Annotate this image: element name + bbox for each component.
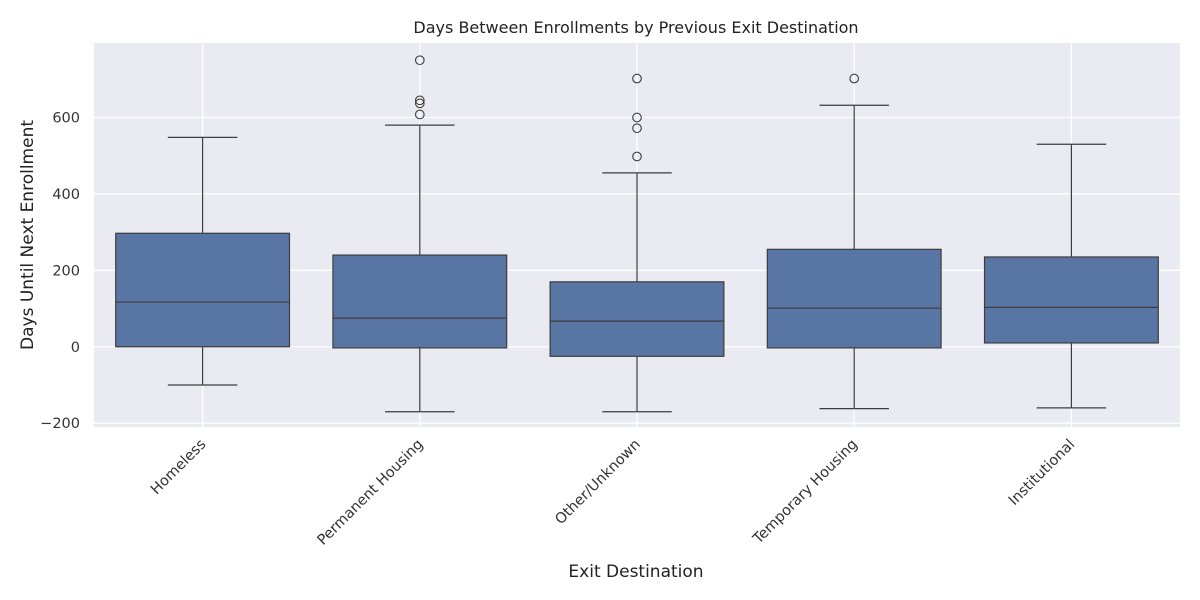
iqr-box bbox=[766, 248, 942, 349]
box-1 bbox=[332, 55, 508, 413]
y-tick-labels: −200 0 200 400 600 bbox=[40, 111, 80, 433]
x-tick-labels: Homeless Permanent Housing Other/Unknown Te… bbox=[148, 437, 1078, 549]
y-tick-label: 0 bbox=[71, 340, 80, 356]
outlier-point bbox=[414, 55, 425, 66]
box-3 bbox=[766, 73, 942, 410]
outlier-point bbox=[414, 95, 425, 106]
y-axis-label: Days Until Next Enrollment bbox=[18, 120, 38, 350]
x-axis-label: Exit Destination bbox=[568, 562, 703, 582]
box-2 bbox=[549, 73, 725, 413]
boxes bbox=[115, 55, 1159, 413]
y-tick-label: 600 bbox=[52, 111, 80, 127]
box-4 bbox=[983, 143, 1159, 409]
iqr-box bbox=[983, 256, 1159, 344]
outlier-point bbox=[632, 151, 642, 162]
outlier-point bbox=[632, 123, 642, 134]
iqr-box bbox=[115, 232, 291, 348]
x-tick-label: Other/Unknown bbox=[552, 437, 643, 528]
y-tick-label: −200 bbox=[40, 416, 80, 432]
x-tick-label: Temporary Housing bbox=[750, 437, 861, 548]
box-0 bbox=[115, 136, 291, 386]
iqr-box bbox=[332, 254, 508, 349]
chart-title: Days Between Enrollments by Previous Exi… bbox=[413, 18, 858, 37]
x-tick-label: Institutional bbox=[1006, 437, 1078, 509]
outlier-point bbox=[849, 73, 860, 84]
outlier-point bbox=[632, 73, 642, 84]
y-tick-label: 400 bbox=[52, 187, 80, 203]
outlier-point bbox=[632, 112, 642, 123]
iqr-box bbox=[549, 281, 725, 357]
y-tick-label: 200 bbox=[52, 263, 80, 279]
x-tick-label: Homeless bbox=[148, 437, 209, 498]
outlier-point bbox=[414, 98, 425, 109]
outlier-point bbox=[414, 109, 425, 120]
x-tick-label: Permanent Housing bbox=[315, 437, 427, 549]
